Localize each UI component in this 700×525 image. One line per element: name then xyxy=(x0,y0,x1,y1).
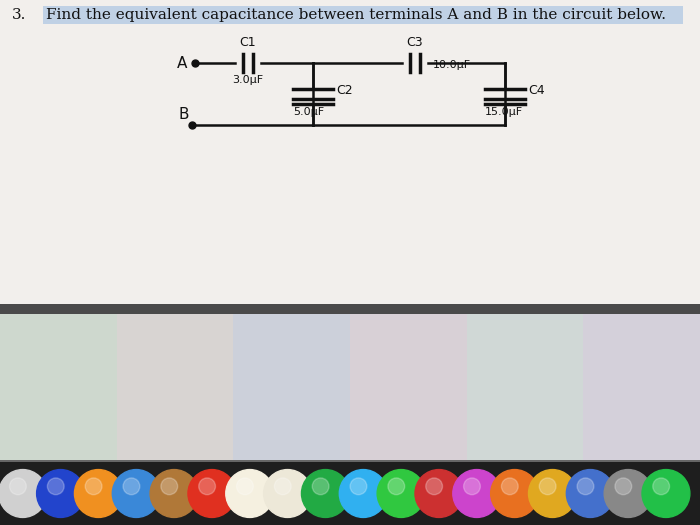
Bar xyxy=(583,314,700,462)
Circle shape xyxy=(74,469,122,518)
Circle shape xyxy=(123,478,140,495)
Circle shape xyxy=(36,469,85,518)
Circle shape xyxy=(226,469,274,518)
Circle shape xyxy=(566,469,614,518)
Bar xyxy=(467,314,583,462)
Bar xyxy=(350,314,467,462)
Bar xyxy=(0,304,700,314)
Bar xyxy=(0,314,700,462)
Circle shape xyxy=(415,469,463,518)
Bar xyxy=(0,314,117,462)
Circle shape xyxy=(453,469,500,518)
Text: Find the equivalent capacitance between terminals A and B in the circuit below.: Find the equivalent capacitance between … xyxy=(46,8,666,22)
Text: B: B xyxy=(178,107,189,122)
Bar xyxy=(117,314,233,462)
Circle shape xyxy=(528,469,576,518)
Circle shape xyxy=(463,478,480,495)
Circle shape xyxy=(302,469,349,518)
Circle shape xyxy=(199,478,216,495)
Circle shape xyxy=(274,478,291,495)
Circle shape xyxy=(85,478,102,495)
Bar xyxy=(233,314,350,462)
Circle shape xyxy=(642,469,690,518)
Text: C4: C4 xyxy=(528,85,545,98)
Circle shape xyxy=(48,478,64,495)
Text: 3.: 3. xyxy=(12,8,27,22)
Circle shape xyxy=(653,478,669,495)
Bar xyxy=(0,0,700,307)
Bar xyxy=(0,460,700,462)
Text: C3: C3 xyxy=(407,36,424,49)
Circle shape xyxy=(264,469,312,518)
Circle shape xyxy=(161,478,178,495)
Circle shape xyxy=(426,478,442,495)
Circle shape xyxy=(340,469,387,518)
Circle shape xyxy=(150,469,198,518)
Circle shape xyxy=(388,478,405,495)
Circle shape xyxy=(501,478,518,495)
Circle shape xyxy=(112,469,160,518)
Circle shape xyxy=(539,478,556,495)
Text: C1: C1 xyxy=(239,36,256,49)
Circle shape xyxy=(377,469,425,518)
Bar xyxy=(43,6,683,24)
Circle shape xyxy=(0,469,47,518)
Circle shape xyxy=(577,478,594,495)
Text: 15.0μF: 15.0μF xyxy=(485,107,523,117)
Circle shape xyxy=(312,478,329,495)
Text: 3.0μF: 3.0μF xyxy=(232,75,264,85)
Text: A: A xyxy=(176,56,187,70)
Circle shape xyxy=(615,478,631,495)
Circle shape xyxy=(237,478,253,495)
Circle shape xyxy=(188,469,236,518)
Text: C2: C2 xyxy=(336,85,353,98)
Circle shape xyxy=(10,478,27,495)
Circle shape xyxy=(350,478,367,495)
Circle shape xyxy=(491,469,538,518)
Text: 5.0μF: 5.0μF xyxy=(293,107,324,117)
Text: 10.0μF: 10.0μF xyxy=(433,60,471,70)
Circle shape xyxy=(604,469,652,518)
Bar xyxy=(0,462,700,525)
